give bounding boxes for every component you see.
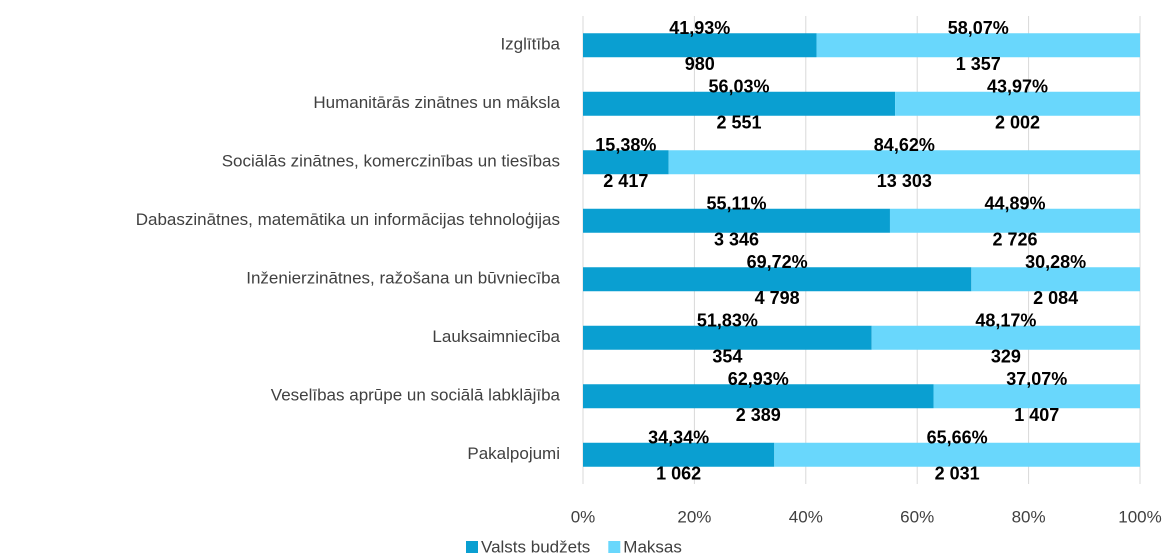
bar-segment xyxy=(774,442,1140,467)
category-label: Izglītība xyxy=(500,35,560,54)
bar-segment xyxy=(583,384,934,409)
x-tick-label: 40% xyxy=(789,507,823,526)
bar-segment xyxy=(971,267,1140,292)
bar-segment xyxy=(933,384,1140,409)
data-label: 34,34% xyxy=(648,428,709,448)
count-label: 2 551 xyxy=(717,113,762,133)
data-label: 37,07% xyxy=(1006,369,1067,389)
data-label: 15,38% xyxy=(595,135,656,155)
data-label: 30,28% xyxy=(1025,252,1086,272)
legend-label: Valsts budžets xyxy=(481,537,590,556)
bar-segment xyxy=(895,91,1140,116)
x-tick-label: 80% xyxy=(1012,507,1046,526)
bar-segment xyxy=(583,325,872,350)
data-label: 55,11% xyxy=(706,194,766,214)
count-label: 354 xyxy=(712,347,742,367)
count-label: 2 726 xyxy=(992,230,1037,250)
data-label: 48,17% xyxy=(975,311,1036,331)
bar-segment xyxy=(583,208,890,233)
x-tick-label: 60% xyxy=(900,507,934,526)
count-label: 13 303 xyxy=(877,171,932,191)
data-label: 69,72% xyxy=(747,252,808,272)
legend-swatch xyxy=(608,541,621,553)
data-label: 56,03% xyxy=(709,77,770,97)
x-tick-label: 100% xyxy=(1118,507,1161,526)
x-tick-label: 0% xyxy=(571,507,596,526)
bar-segment xyxy=(668,150,1140,175)
count-label: 4 798 xyxy=(755,288,800,308)
count-label: 980 xyxy=(685,54,715,74)
bar-segment xyxy=(583,150,669,175)
count-label: 3 346 xyxy=(714,230,759,250)
count-label: 1 357 xyxy=(956,54,1001,74)
data-label: 65,66% xyxy=(927,428,988,448)
legend-swatch xyxy=(466,541,478,553)
bar-segment xyxy=(583,91,896,116)
count-label: 2 084 xyxy=(1033,288,1078,308)
count-label: 2 002 xyxy=(995,113,1040,133)
data-label: 44,89% xyxy=(984,194,1045,214)
category-label: Inženierzinātnes, ražošana un būvniecība xyxy=(246,269,560,288)
data-label: 58,07% xyxy=(948,18,1009,38)
category-label: Sociālās zinātnes, komerczinības un ties… xyxy=(222,152,560,171)
bar-segment xyxy=(889,208,1140,233)
category-label: Pakalpojumi xyxy=(467,444,560,463)
x-tick-label: 20% xyxy=(677,507,711,526)
bar-segment xyxy=(583,267,972,292)
data-label: 51,83% xyxy=(697,311,758,331)
count-label: 2 031 xyxy=(935,464,980,484)
legend-label: Maksas xyxy=(623,537,682,556)
bar-segment xyxy=(816,33,1140,58)
count-label: 329 xyxy=(991,347,1021,367)
data-label: 62,93% xyxy=(728,369,789,389)
count-label: 2 389 xyxy=(736,405,781,425)
category-label: Veselības aprūpe un sociālā labklājība xyxy=(271,386,561,405)
count-label: 1 062 xyxy=(656,464,701,484)
bar-segment xyxy=(583,442,775,467)
category-label: Lauksaimniecība xyxy=(432,327,560,346)
bar-segment xyxy=(583,33,817,58)
data-label: 43,97% xyxy=(987,77,1048,97)
count-label: 1 407 xyxy=(1014,405,1059,425)
data-label: 41,93% xyxy=(669,18,730,38)
category-label: Humanitārās zinātnes un māksla xyxy=(313,93,560,112)
data-label: 84,62% xyxy=(874,135,935,155)
bar-segment xyxy=(871,325,1140,350)
count-label: 2 417 xyxy=(603,171,648,191)
category-label: Dabaszinātnes, matemātika un informācija… xyxy=(136,210,560,229)
